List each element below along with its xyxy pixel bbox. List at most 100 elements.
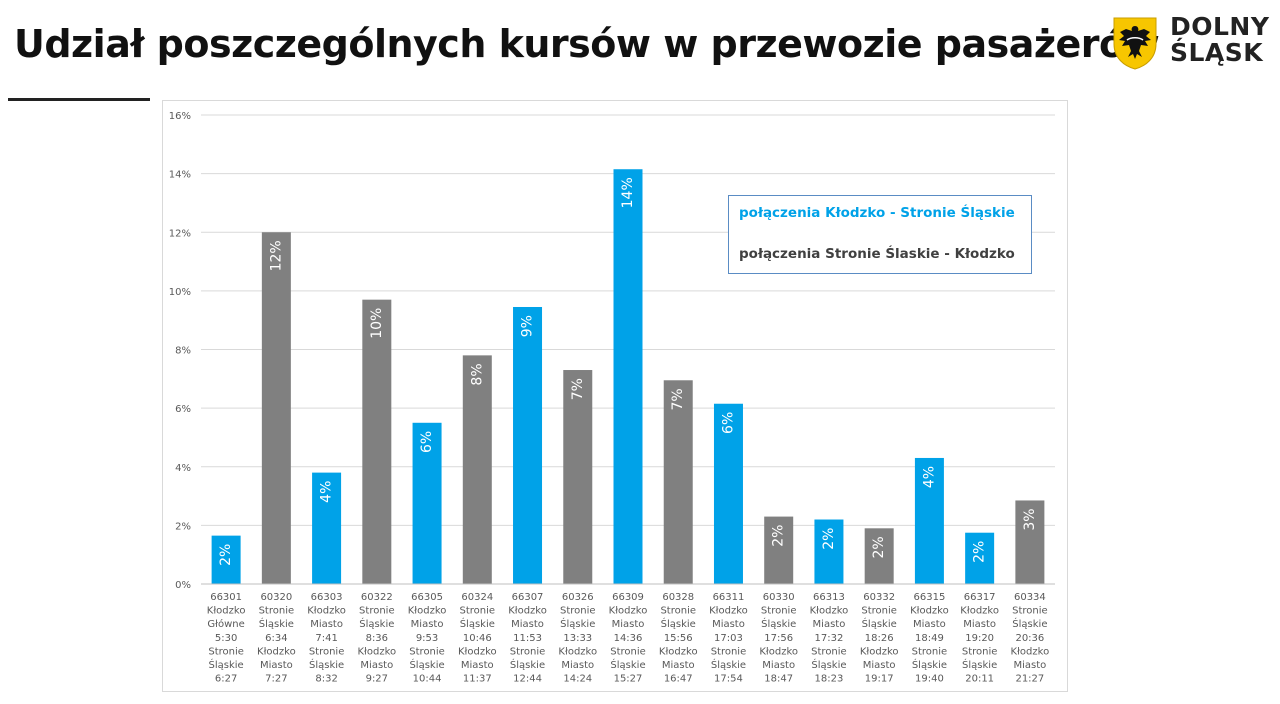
x-tick-label: Stronie xyxy=(460,606,496,617)
bar xyxy=(965,532,995,584)
bar-data-label: 2% xyxy=(871,536,887,558)
x-tick-label: Kłodzko xyxy=(860,646,899,657)
x-tick-label: Kłodzko xyxy=(257,646,296,657)
x-tick-label: Miasto xyxy=(511,619,544,630)
bar-data-label: 9% xyxy=(520,315,536,337)
y-tick-label: 12% xyxy=(169,228,191,239)
bar xyxy=(211,535,241,584)
x-tick-label: 8:36 xyxy=(366,633,388,644)
x-tick-label: 16:47 xyxy=(664,674,693,685)
x-tick-label: Kłodzko xyxy=(659,646,698,657)
x-tick-label: 60322 xyxy=(361,592,393,603)
y-tick-label: 10% xyxy=(169,287,191,298)
bar xyxy=(663,380,693,584)
x-tick-label: Stronie xyxy=(309,646,345,657)
x-tick-label: 14:36 xyxy=(614,633,643,644)
x-tick-label: Kłodzko xyxy=(1011,646,1050,657)
x-tick-label: Śląskie xyxy=(359,617,394,630)
x-tick-label: 9:27 xyxy=(366,674,388,685)
x-tick-label: Miasto xyxy=(411,619,444,630)
x-tick-label: 14:24 xyxy=(563,674,592,685)
bar xyxy=(563,370,593,584)
x-tick-label: Śląskie xyxy=(510,658,545,671)
x-tick-label: 15:27 xyxy=(614,674,643,685)
x-tick-label: 6:34 xyxy=(265,633,287,644)
bar-data-label: 3% xyxy=(1022,508,1038,530)
logo-wordmark: DOLNY ŚLĄSK xyxy=(1170,14,1269,66)
x-tick-label: Miasto xyxy=(561,660,594,671)
x-tick-label: 15:56 xyxy=(664,633,693,644)
x-tick-label: Stronie xyxy=(912,646,948,657)
page-title: Udział poszczególnych kursów w przewozie… xyxy=(14,22,1160,66)
x-tick-label: Miasto xyxy=(762,660,795,671)
x-tick-label: Śląskie xyxy=(409,658,444,671)
bar-data-label: 4% xyxy=(319,481,335,503)
x-tick-label: 9:53 xyxy=(416,633,438,644)
x-tick-label: Kłodzko xyxy=(709,606,748,617)
x-tick-label: Miasto xyxy=(863,660,896,671)
x-tick-label: Miasto xyxy=(461,660,494,671)
x-tick-label: 19:40 xyxy=(915,674,944,685)
bar xyxy=(764,516,794,584)
x-tick-label: 60324 xyxy=(461,592,493,603)
x-tick-label: Stronie xyxy=(409,646,445,657)
logo-line-1: DOLNY xyxy=(1170,12,1270,41)
x-tick-label: 60328 xyxy=(662,592,694,603)
bar xyxy=(261,232,291,584)
x-tick-label: Miasto xyxy=(360,660,393,671)
x-tick-label: 17:32 xyxy=(815,633,844,644)
logo-line-2: ŚLĄSK xyxy=(1170,38,1264,67)
x-tick-label: 11:37 xyxy=(463,674,492,685)
bar-data-label: 4% xyxy=(921,466,937,488)
x-tick-label: 6:27 xyxy=(215,674,237,685)
x-tick-label: Miasto xyxy=(662,660,695,671)
x-tick-label: 66305 xyxy=(411,592,443,603)
bar xyxy=(462,355,492,584)
x-tick-label: Miasto xyxy=(260,660,293,671)
y-tick-label: 16% xyxy=(169,111,191,122)
x-tick-label: Śląskie xyxy=(209,658,244,671)
x-tick-label: 66317 xyxy=(964,592,996,603)
x-tick-label: 18:47 xyxy=(764,674,793,685)
y-tick-label: 6% xyxy=(175,404,191,415)
x-tick-label: 10:44 xyxy=(413,674,442,685)
bar xyxy=(864,528,894,584)
bar-data-label: 6% xyxy=(720,412,736,434)
x-tick-label: 66307 xyxy=(512,592,544,603)
x-tick-label: Miasto xyxy=(1013,660,1046,671)
x-tick-label: Kłodzko xyxy=(458,646,497,657)
x-tick-label: 66315 xyxy=(914,592,946,603)
x-tick-label: 60326 xyxy=(562,592,594,603)
bar xyxy=(1015,500,1045,584)
x-tick-label: 60330 xyxy=(763,592,795,603)
x-tick-label: Stronie xyxy=(962,646,998,657)
x-tick-label: Kłodzko xyxy=(207,606,246,617)
x-tick-label: Kłodzko xyxy=(759,646,798,657)
y-tick-label: 2% xyxy=(175,521,191,532)
bar-data-label: 14% xyxy=(620,177,636,208)
x-tick-label: Stronie xyxy=(711,646,747,657)
x-tick-label: Śląskie xyxy=(309,658,344,671)
bar-data-label: 2% xyxy=(218,544,234,566)
bar-data-label: 8% xyxy=(469,363,485,385)
legend-entry-stronie-klodzko: połączenia Stronie Ślaskie - Kłodzko xyxy=(739,246,1015,262)
x-tick-label: 8:32 xyxy=(315,674,337,685)
bar xyxy=(713,403,743,584)
bar-data-label: 2% xyxy=(771,525,787,547)
bar-data-label: 7% xyxy=(670,388,686,410)
x-tick-label: 66309 xyxy=(612,592,644,603)
bar-data-label: 6% xyxy=(419,431,435,453)
x-tick-label: Śląskie xyxy=(610,658,645,671)
chart-legend: połączenia Kłodzko - Stronie Śląskie poł… xyxy=(728,195,1032,274)
bar-data-label: 12% xyxy=(268,240,284,271)
bar xyxy=(914,457,944,584)
bar-data-label: 7% xyxy=(570,378,586,400)
x-tick-label: 17:54 xyxy=(714,674,743,685)
x-tick-label: Kłodzko xyxy=(960,606,999,617)
y-tick-label: 4% xyxy=(175,463,191,474)
bar xyxy=(362,299,392,584)
x-tick-label: 20:11 xyxy=(965,674,994,685)
x-tick-label: 60332 xyxy=(863,592,895,603)
x-tick-label: 5:30 xyxy=(215,633,237,644)
x-tick-label: 60334 xyxy=(1014,592,1046,603)
